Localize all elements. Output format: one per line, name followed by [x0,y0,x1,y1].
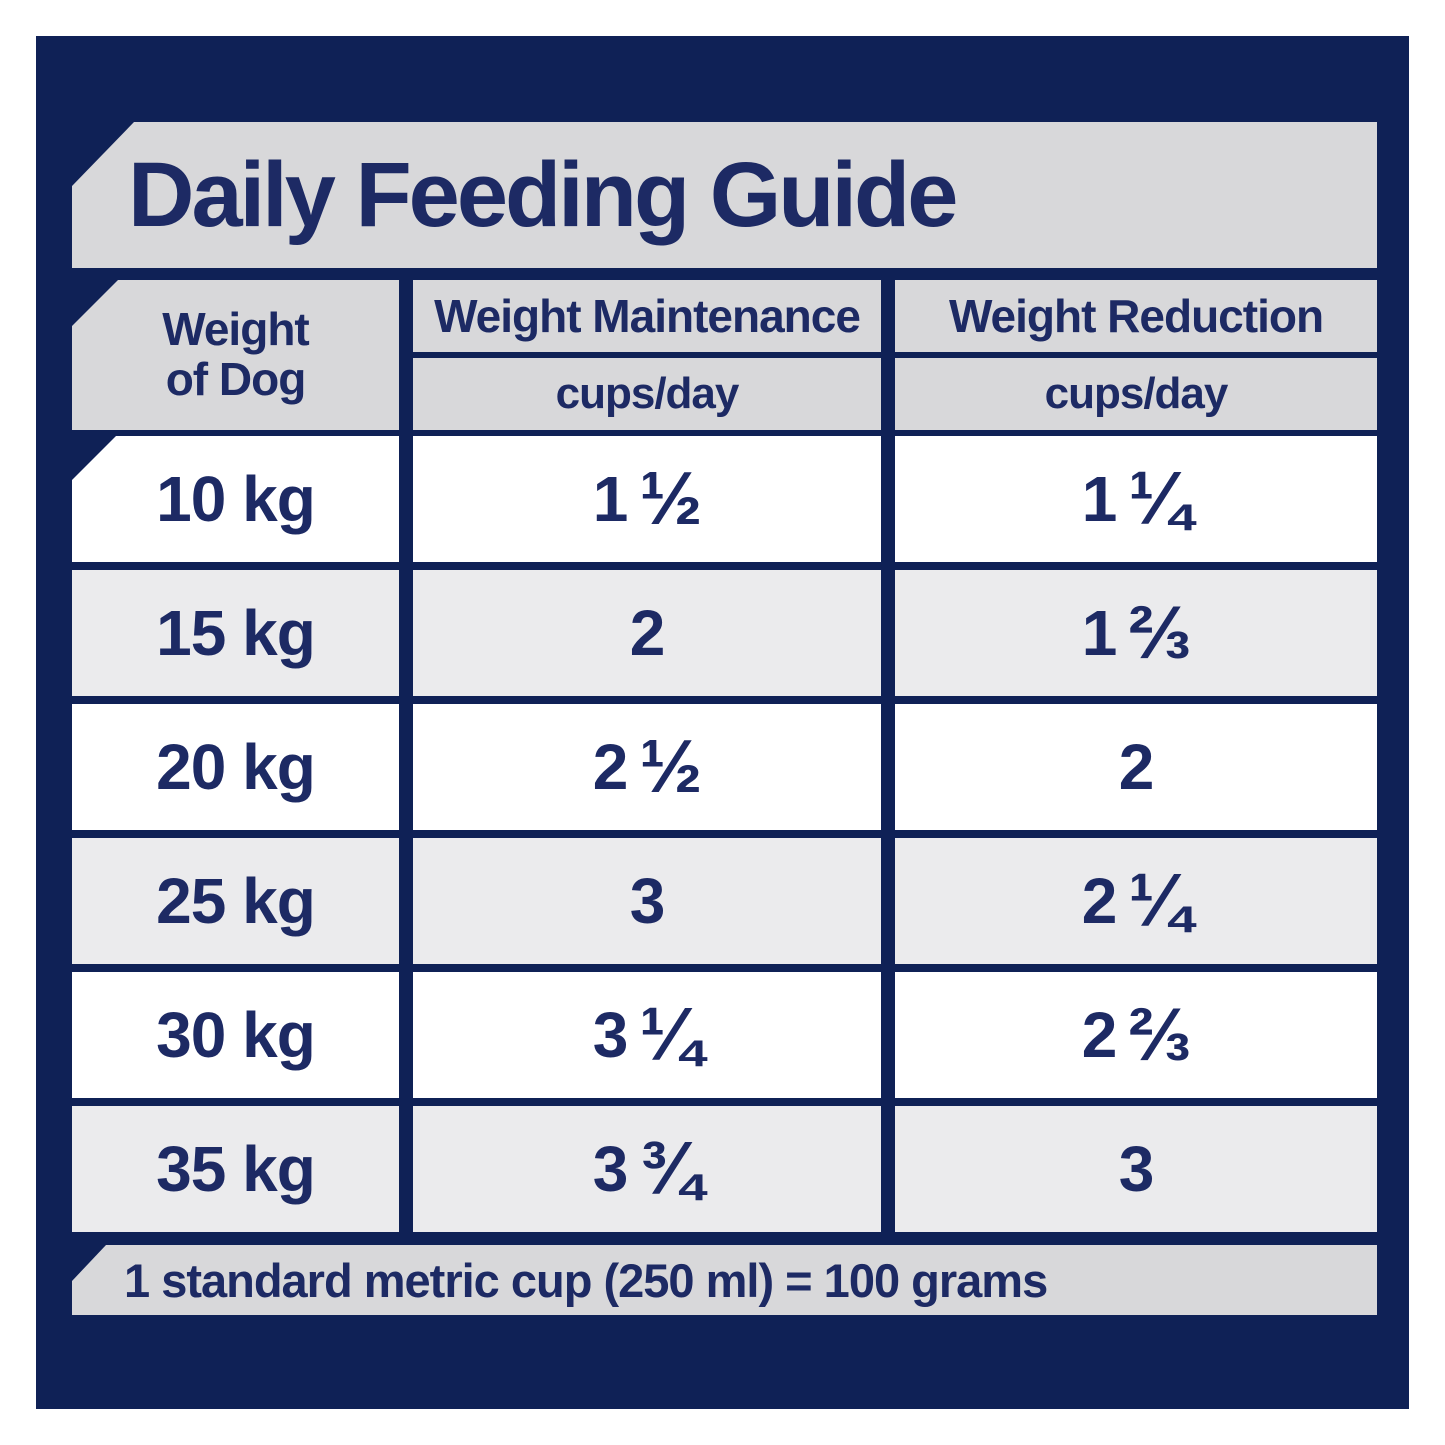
maintenance-value: 3 [413,838,881,964]
reduction-value: 2 [895,704,1377,830]
title-banner: Daily Feeding Guide [72,122,1377,268]
weight-value: 35 kg [72,1106,399,1232]
reduction-header-label: Weight Reduction [895,280,1377,352]
page-title: Daily Feeding Guide [128,143,958,246]
cup-conversion-note: 1 standard metric cup (250 ml) = 100 gra… [72,1245,1377,1315]
weight-value: 20 kg [72,704,399,830]
weight-value: 10 kg [72,436,399,562]
weight-value: 15 kg [72,570,399,696]
reduction-value: 3 [895,1106,1377,1232]
column-header-weight-of-dog: Weight of Dog [72,280,399,430]
maintenance-header-label: Weight Maintenance [413,280,881,352]
column-header-weight-maintenance: Weight Maintenance cups/day [413,280,881,430]
reduction-unit-label: cups/day [895,358,1377,430]
maintenance-unit-label: cups/day [413,358,881,430]
maintenance-value: 2 [413,570,881,696]
weight-value: 30 kg [72,972,399,1098]
cup-conversion-text: 1 standard metric cup (250 ml) = 100 gra… [124,1253,1048,1307]
weight-header-line2: of Dog [165,353,307,405]
navy-panel: Daily Feeding Guide Weight of Dog Weight… [36,36,1409,1409]
weight-value: 25 kg [72,838,399,964]
weight-header-line1: Weight [162,303,309,356]
table-header-row: Weight of Dog Weight Maintenance cups/da… [72,280,1377,430]
column-header-weight-reduction: Weight Reduction cups/day [895,280,1377,430]
